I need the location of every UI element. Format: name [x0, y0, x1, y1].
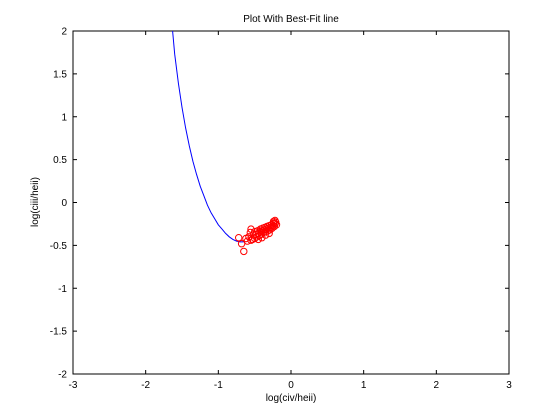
chart-marks	[172, 30, 281, 256]
plot-area	[72, 30, 510, 375]
data-point	[269, 217, 278, 226]
y-tick-label: 1.5	[53, 69, 67, 80]
best-fit-line	[172, 30, 244, 243]
y-tick-label: 2	[61, 27, 67, 38]
x-tick-label: -2	[141, 380, 150, 391]
y-tick-label: -0.5	[50, 241, 68, 252]
data-point	[235, 234, 243, 242]
y-tick-label: -2	[58, 370, 67, 381]
y-tick-label: 0	[61, 198, 67, 209]
x-axis-label: log(civ/heii)	[266, 393, 317, 404]
data-point	[242, 234, 250, 243]
data-point	[271, 216, 279, 225]
data-point	[247, 236, 255, 244]
x-tick-label: 1	[361, 380, 367, 391]
data-point	[265, 229, 273, 238]
data-point	[261, 231, 270, 239]
x-tick-label: -3	[69, 380, 78, 391]
y-tick-label: 0.5	[53, 155, 67, 166]
x-tick-label: 3	[506, 380, 512, 391]
x-tick-label: 0	[288, 380, 294, 391]
axis-ticks: -3 -2 -1 0 1 2 3-2-1.5-1-0.500.511.52	[50, 27, 512, 392]
y-tick-label: -1.5	[50, 327, 68, 338]
y-tick-label: 1	[61, 112, 67, 123]
chart-title: Plot With Best-Fit line	[243, 14, 339, 25]
x-tick-label: -1	[214, 380, 223, 391]
data-point	[254, 235, 262, 244]
y-axis-label: log(ciii/heii)	[30, 177, 41, 227]
y-tick-label: -1	[58, 284, 67, 295]
data-point	[258, 234, 266, 242]
x-tick-label: 2	[434, 380, 440, 391]
data-point	[240, 247, 248, 256]
